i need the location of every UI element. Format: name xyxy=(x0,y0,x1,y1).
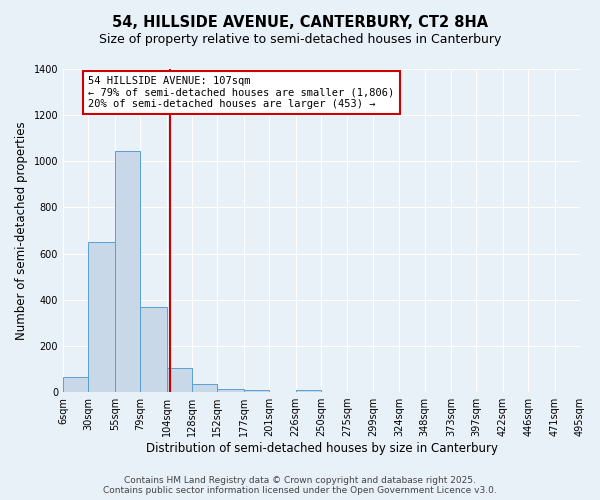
Bar xyxy=(244,390,269,392)
Text: Size of property relative to semi-detached houses in Canterbury: Size of property relative to semi-detach… xyxy=(99,32,501,46)
Bar xyxy=(167,368,192,392)
Bar xyxy=(63,377,88,392)
Bar xyxy=(140,306,167,392)
Text: Contains HM Land Registry data © Crown copyright and database right 2025.
Contai: Contains HM Land Registry data © Crown c… xyxy=(103,476,497,495)
Text: 54 HILLSIDE AVENUE: 107sqm
← 79% of semi-detached houses are smaller (1,806)
20%: 54 HILLSIDE AVENUE: 107sqm ← 79% of semi… xyxy=(88,76,395,109)
Bar xyxy=(217,388,244,392)
Bar xyxy=(192,384,217,392)
Bar xyxy=(88,242,115,392)
Bar xyxy=(115,151,140,392)
Y-axis label: Number of semi-detached properties: Number of semi-detached properties xyxy=(15,121,28,340)
Bar xyxy=(296,390,321,392)
Text: 54, HILLSIDE AVENUE, CANTERBURY, CT2 8HA: 54, HILLSIDE AVENUE, CANTERBURY, CT2 8HA xyxy=(112,15,488,30)
X-axis label: Distribution of semi-detached houses by size in Canterbury: Distribution of semi-detached houses by … xyxy=(146,442,497,455)
